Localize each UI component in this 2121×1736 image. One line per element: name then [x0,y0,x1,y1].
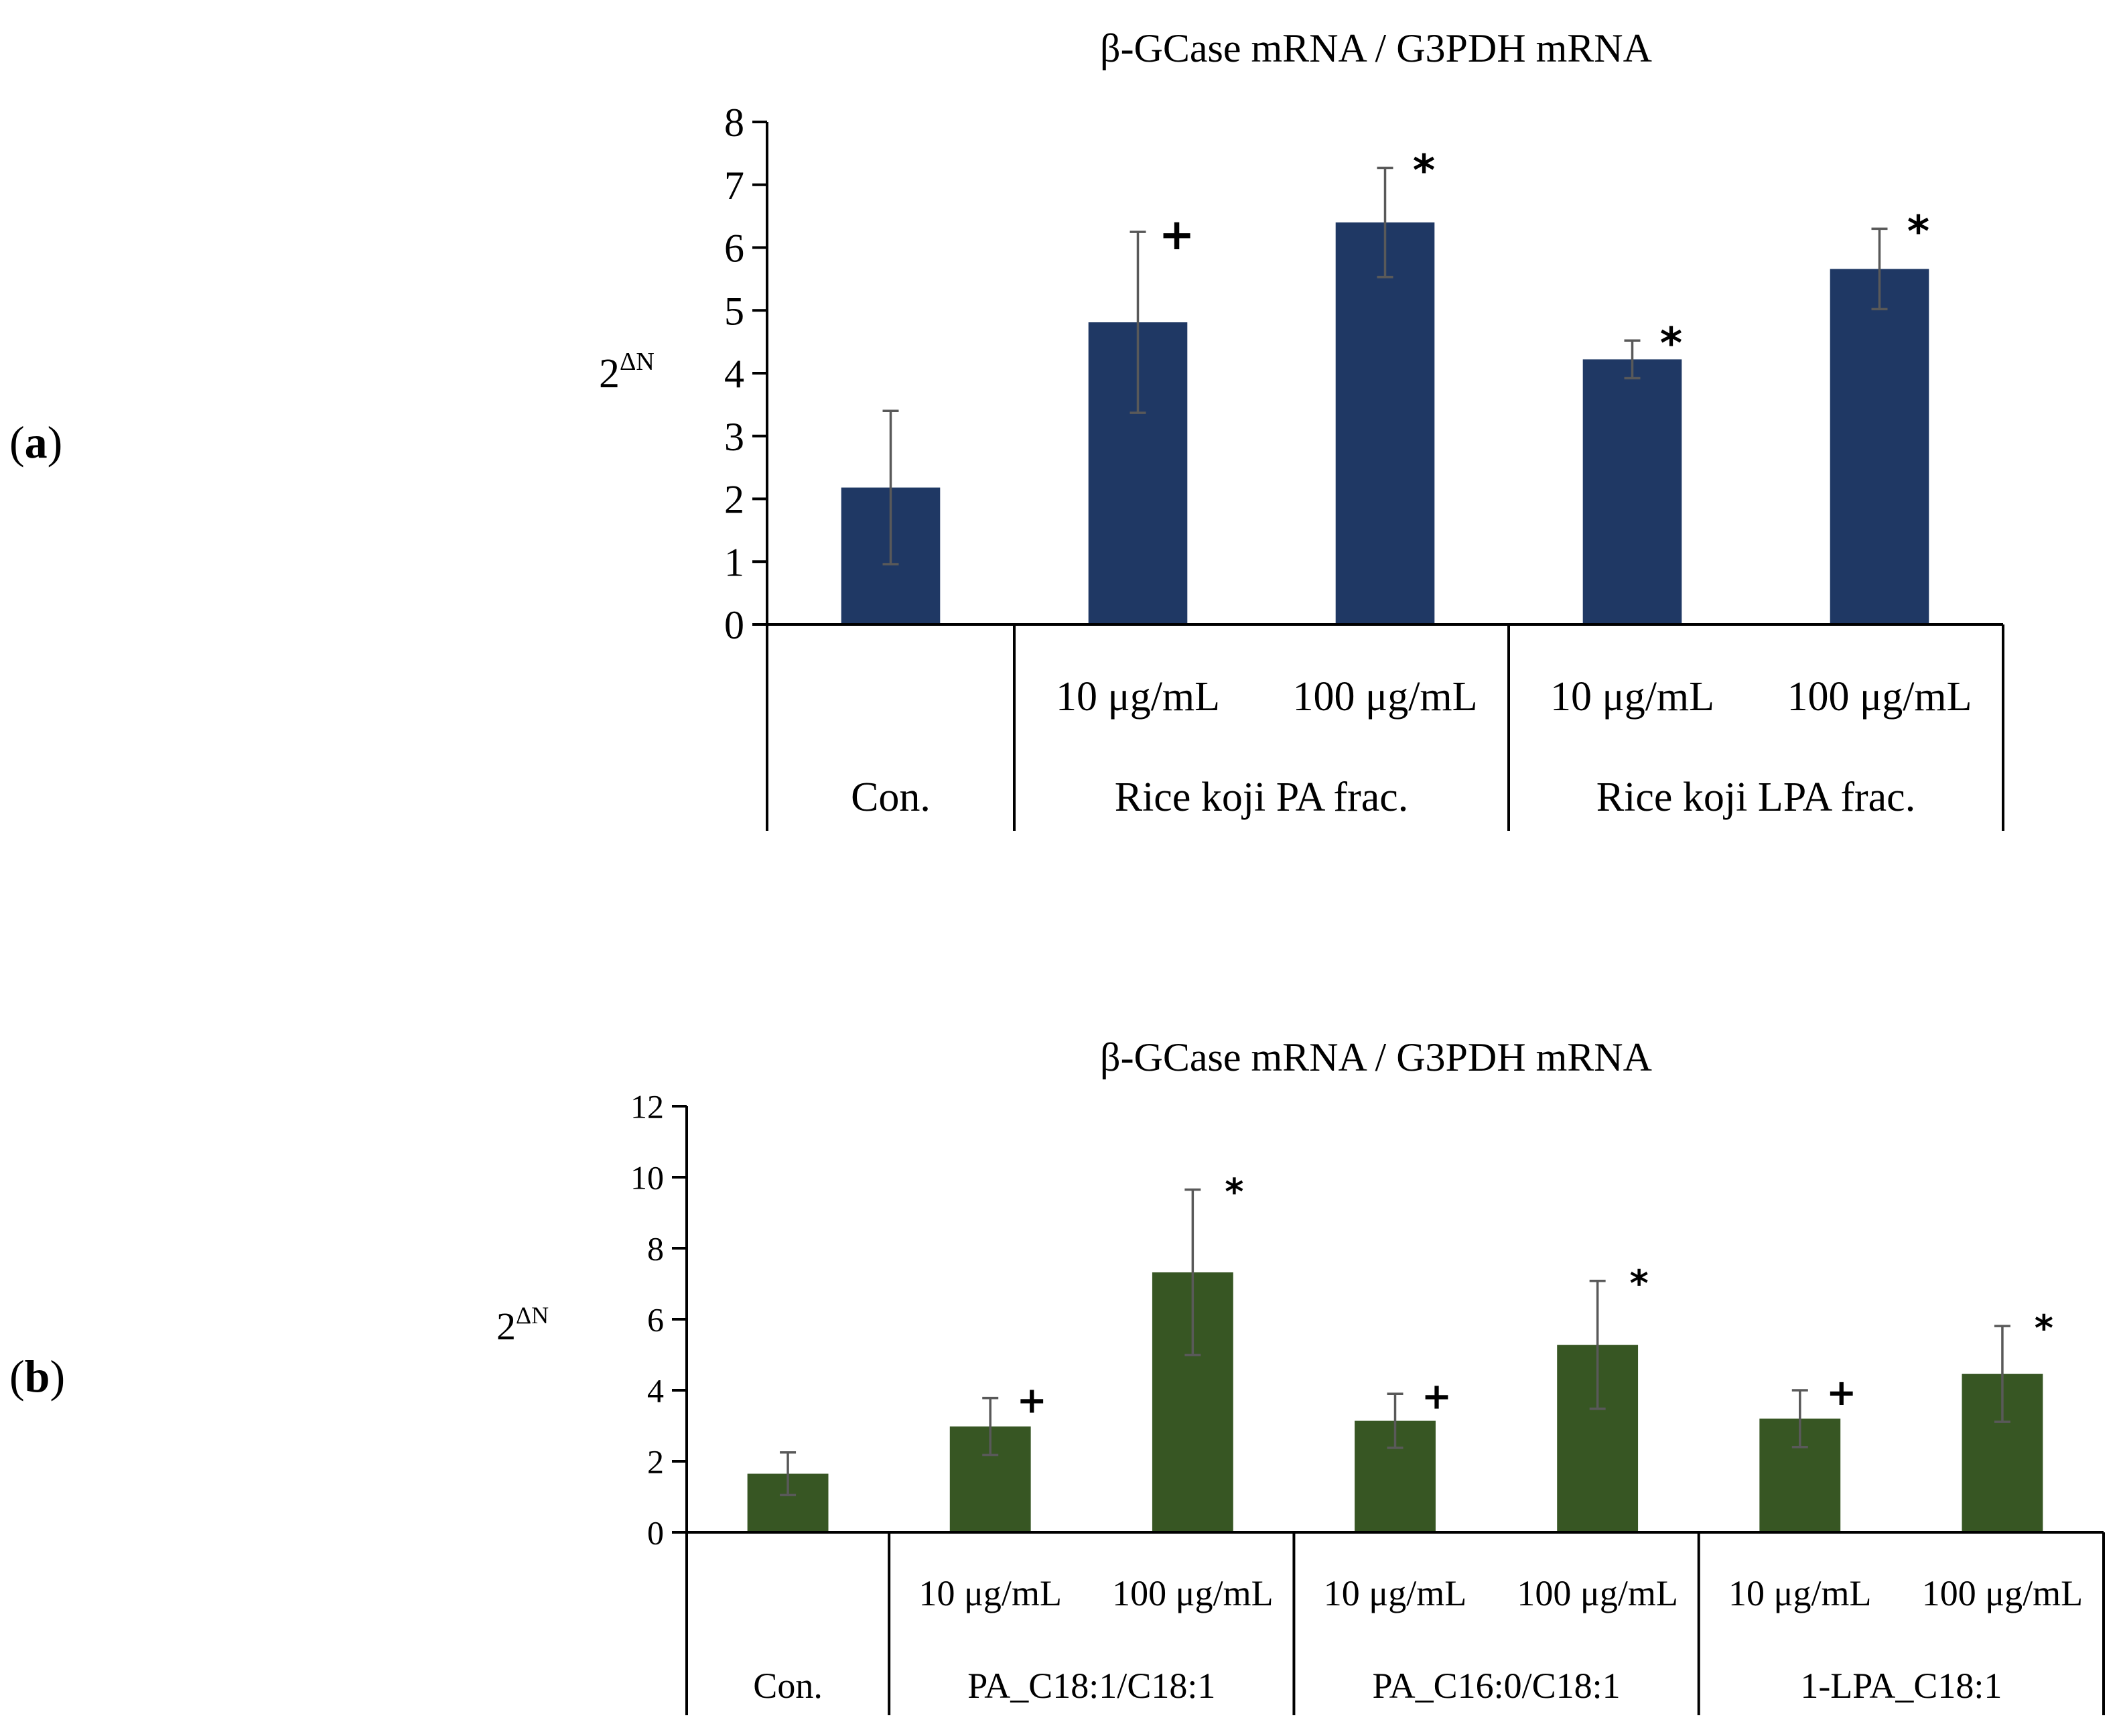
chart-a-y-tick-label: 7 [724,163,744,208]
chart-b-y-tick-label: 0 [647,1514,664,1552]
chart-b-group-label: Con. [753,1666,823,1706]
chart-b-dose-label: 100 μg/mL [1922,1573,2083,1613]
chart-a-y-tick-label: 6 [724,226,744,271]
chart-a-group-label: Con. [851,775,931,820]
chart-b-group-label: PA_C18:1/C18:1 [967,1666,1215,1706]
chart-b-dose-label: 10 μg/mL [1728,1573,1871,1613]
chart-a-significance-marker: + [1159,210,1195,260]
chart-a-y-tick-label: 3 [724,415,744,459]
chart-a-ylabel: 2ΔN [599,348,655,397]
chart-a-group-label: Rice koji PA frac. [1115,775,1409,820]
chart-a-title: β-GCase mRNA / G3PDH mRNA [1100,26,1652,70]
chart-a-dose-label: 100 μg/mL [1292,674,1477,720]
chart-a-dose-label: 100 μg/mL [1787,674,1972,720]
chart-a-bar [1582,359,1682,624]
chart-b-y-tick-label: 8 [647,1230,664,1268]
panel-label-a: (a) [9,417,62,468]
chart-b-dose-label: 100 μg/mL [1517,1573,1678,1613]
chart-a-significance-marker: * [1660,319,1682,369]
chart-b-significance-marker: * [1225,1171,1243,1213]
chart-b-significance-marker: + [1826,1372,1856,1414]
chart-a-dose-label: 10 μg/mL [1056,674,1220,720]
chart-b-significance-marker: * [2035,1307,2053,1349]
chart-a-y-tick-label: 5 [724,289,744,333]
chart-a-significance-marker: * [1413,146,1435,196]
chart-b-dose-label: 10 μg/mL [918,1573,1061,1613]
chart-b-group-label: PA_C16:0/C18:1 [1373,1666,1621,1706]
chart-b-y-tick-label: 6 [647,1301,664,1339]
chart-b-ylabel: 2ΔN [496,1302,549,1348]
chart-a-y-tick-label: 4 [724,352,744,396]
chart-a-bar [1830,269,1929,624]
chart-b-group-label: 1-LPA_C18:1 [1800,1666,2002,1706]
chart-a-dose-label: 10 μg/mL [1550,674,1714,720]
chart-b-y-tick-label: 12 [630,1088,664,1126]
chart-b-y-tick-label: 2 [647,1443,664,1481]
chart-a-y-tick-label: 2 [724,478,744,522]
chart-a-y-tick-label: 1 [724,540,744,584]
chart-a: β-GCase mRNA / G3PDH mRNA 2ΔN 0 1 2 3 4 5 6 7 8 +… [599,26,2004,831]
chart-b-dose-label: 100 μg/mL [1112,1573,1273,1613]
chart-a-y-tick-label: 0 [724,603,744,647]
chart-b-significance-marker: * [1630,1262,1649,1305]
chart-b-y-tick-label: 10 [630,1159,664,1197]
chart-a-significance-marker: * [1907,207,1929,257]
panel-label-b: (b) [9,1351,65,1402]
chart-b-title: β-GCase mRNA / G3PDH mRNA [1100,1035,1652,1079]
chart-a-group-label: Rice koji LPA frac. [1596,775,1915,820]
chart-a-y-tick-label: 8 [724,101,744,145]
chart-b-y-tick-label: 4 [647,1372,664,1410]
chart-b-significance-marker: + [1422,1375,1452,1417]
chart-b: β-GCase mRNA / G3PDH mRNA 2ΔN 0 2 4 6 8 10 12 +… [496,1035,2105,1715]
chart-b-significance-marker: + [1017,1380,1047,1422]
chart-a-bar [1335,222,1435,624]
chart-b-dose-label: 10 μg/mL [1324,1573,1466,1613]
